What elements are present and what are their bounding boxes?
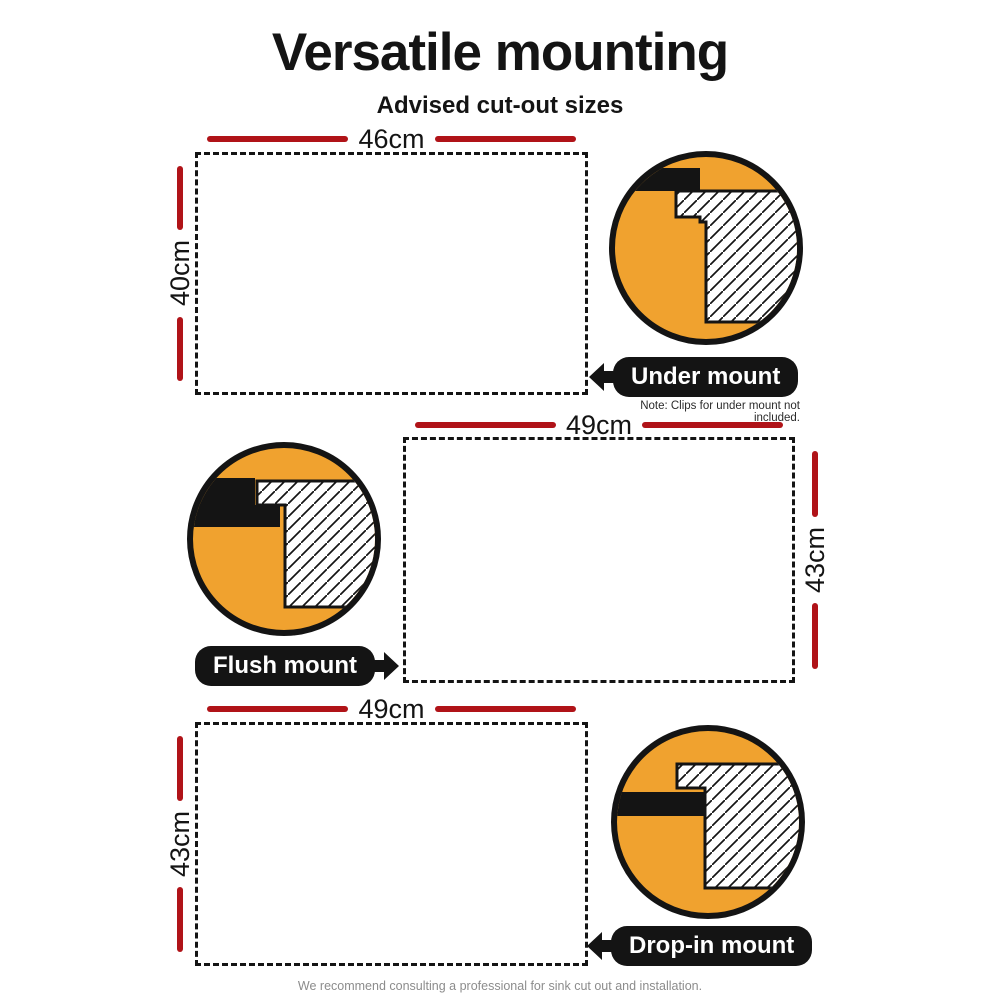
under-mount-label: Under mount — [613, 357, 799, 397]
dimension-line — [642, 422, 783, 428]
flush-mount-callout: Flush mount — [195, 646, 400, 686]
arrow-right-icon — [369, 652, 399, 680]
flush-mount-height-dimension: 43cm — [793, 437, 837, 683]
under-mount-callout: Under mount — [588, 357, 799, 397]
height-dimension-label: 43cm — [164, 810, 195, 878]
under-mount-height-dimension: 40cm — [158, 152, 202, 395]
dimension-line — [177, 166, 183, 231]
height-dimension-label: 43cm — [799, 526, 830, 594]
sink-rim-bar — [617, 792, 705, 816]
dimension-line — [434, 136, 576, 142]
dimension-line — [177, 736, 183, 801]
under-mount-note: Note: Clips for under mount not included… — [640, 400, 800, 424]
width-dimension-label: 49cm — [358, 693, 425, 724]
drop-in-mount-width-dimension: 49cm — [195, 693, 588, 725]
height-dimension-label: 40cm — [164, 240, 195, 307]
countertop-hatch — [674, 189, 797, 324]
width-dimension-label: 46cm — [358, 123, 425, 154]
drop-in-mount-callout: Drop-in mount — [586, 926, 813, 966]
arrow-left-icon — [589, 363, 618, 391]
flush-mount-cross-section-icon — [187, 442, 381, 636]
dimension-line — [812, 603, 818, 669]
dimension-line — [812, 451, 818, 517]
flush-mount-cutout-rectangle — [403, 437, 795, 683]
drop-in-mount-cutout-rectangle — [195, 722, 588, 966]
flush-mount-label: Flush mount — [195, 646, 375, 686]
page-subtitle: Advised cut-out sizes — [376, 92, 624, 119]
dimension-line — [207, 136, 349, 142]
flush-mount-width-dimension: 49cm — [403, 409, 795, 441]
under-mount-cross-section-icon — [609, 151, 803, 345]
drop-in-mount-label: Drop-in mount — [611, 926, 813, 966]
footer-disclaimer: We recommend consulting a professional f… — [297, 979, 703, 993]
countertop-hatch — [675, 762, 799, 890]
dimension-line — [415, 422, 556, 428]
dimension-line — [434, 706, 576, 712]
dimension-line — [207, 706, 349, 712]
under-mount-width-dimension: 46cm — [195, 123, 588, 155]
page-title: Versatile mounting — [271, 23, 729, 82]
dimension-line — [177, 887, 183, 952]
width-dimension-label: 49cm — [565, 409, 633, 440]
under-mount-cutout-rectangle — [195, 152, 588, 395]
drop-in-mount-height-dimension: 43cm — [158, 722, 202, 966]
drop-in-mount-cross-section-icon — [611, 725, 805, 919]
dimension-line — [177, 316, 183, 381]
arrow-left-icon — [587, 932, 616, 960]
